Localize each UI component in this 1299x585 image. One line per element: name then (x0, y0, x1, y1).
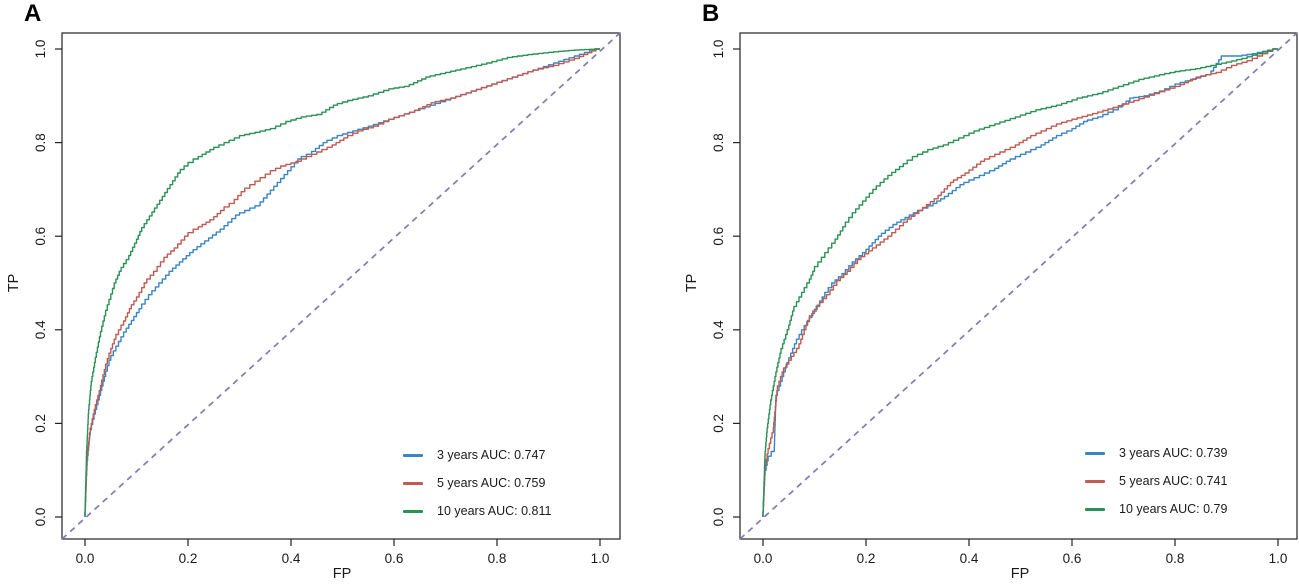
legend-item-5-years: 5 years AUC: 0.759 (403, 476, 551, 490)
panel-a-label: A (24, 0, 42, 27)
legend-label-3-years: 3 years AUC: 0.747 (437, 448, 546, 462)
y-tick-label: 0.8 (33, 133, 48, 152)
legend-item-3-years: 3 years AUC: 0.739 (1085, 446, 1228, 460)
legend-swatch-3-years (403, 453, 423, 457)
legend-label-5-years: 5 years AUC: 0.759 (437, 476, 546, 490)
legend-item-3-years: 3 years AUC: 0.747 (403, 448, 551, 462)
x-tick-label: 0.6 (1063, 551, 1082, 566)
y-tick-label: 0.6 (711, 227, 726, 246)
panel-b-legend: 3 years AUC: 0.739 5 years AUC: 0.741 10… (1085, 446, 1228, 531)
legend-item-5-years: 5 years AUC: 0.741 (1085, 474, 1228, 488)
panel-a-legend: 3 years AUC: 0.747 5 years AUC: 0.759 10… (403, 448, 552, 533)
y-tick-label: 1.0 (711, 40, 726, 59)
panel-b-xlabel: FP (1010, 566, 1030, 582)
roc-curve-10-years (762, 48, 1278, 517)
roc-curve-5-years (762, 48, 1278, 517)
legend-label-5-years: 5 years AUC: 0.741 (1119, 474, 1228, 488)
y-tick-label: 0.0 (33, 508, 48, 527)
legend-label-3-years: 3 years AUC: 0.739 (1119, 446, 1228, 460)
legend-item-10-years: 10 years AUC: 0.79 (1085, 502, 1228, 516)
y-tick-label: 0.2 (33, 414, 48, 433)
legend-swatch-5-years (1085, 479, 1105, 483)
x-tick-label: 0.2 (179, 551, 198, 566)
panel-b-ylabel: TP (684, 273, 700, 293)
x-tick-label: 0.0 (754, 551, 773, 566)
x-tick-label: 0.6 (385, 551, 404, 566)
panel-b-label: B (702, 0, 720, 27)
legend-label-10-years: 10 years AUC: 0.811 (437, 504, 552, 518)
y-tick-label: 0.2 (711, 414, 726, 433)
legend-swatch-5-years (403, 481, 423, 485)
x-tick-label: 0.8 (488, 551, 507, 566)
legend-swatch-10-years (1085, 507, 1105, 511)
legend-swatch-3-years (1085, 451, 1105, 455)
panel-a-ylabel: TP (6, 273, 22, 293)
plot-box (739, 32, 1298, 540)
y-tick-label: 1.0 (33, 40, 48, 59)
legend-item-10-years: 10 years AUC: 0.811 (403, 504, 552, 518)
panel-a-xlabel: FP (332, 566, 352, 582)
x-tick-label: 1.0 (591, 551, 610, 566)
legend-label-10-years: 10 years AUC: 0.79 (1119, 502, 1228, 516)
x-tick-label: 0.0 (76, 551, 95, 566)
y-tick-label: 0.6 (33, 227, 48, 246)
diagonal-reference-line (739, 32, 1298, 540)
plot-box (61, 32, 621, 540)
roc-curve-10-years (84, 48, 600, 517)
x-tick-label: 0.8 (1166, 551, 1185, 566)
x-tick-label: 1.0 (1269, 551, 1288, 566)
legend-swatch-10-years (403, 509, 423, 513)
diagonal-reference-line (61, 32, 621, 540)
x-tick-label: 0.4 (282, 551, 301, 566)
y-tick-label: 0.4 (711, 320, 726, 339)
x-tick-label: 0.2 (857, 551, 876, 566)
roc-curve-5-years (84, 48, 600, 517)
roc-curve-3-years (84, 48, 600, 517)
y-tick-label: 0.0 (711, 508, 726, 527)
y-tick-label: 0.8 (711, 133, 726, 152)
x-tick-label: 0.4 (960, 551, 979, 566)
y-tick-label: 0.4 (33, 320, 48, 339)
